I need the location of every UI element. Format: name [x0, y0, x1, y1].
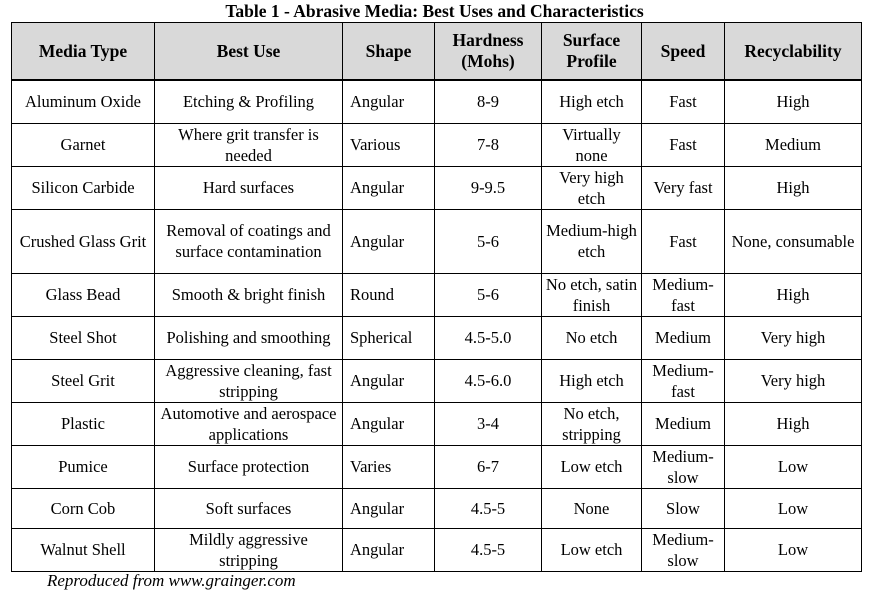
- cell-speed: Medium-slow: [641, 444, 725, 489]
- cell-shape: Angular: [342, 527, 435, 572]
- cell-speed: Medium: [641, 315, 725, 360]
- cell-hardness: 4.5-6.0: [434, 358, 542, 403]
- table-row: Steel Grit Aggressive cleaning, fast stri…: [11, 358, 862, 403]
- cell-media-type: Walnut Shell: [11, 527, 155, 572]
- header-recyclability: Recyclability: [724, 22, 862, 81]
- header-hardness: Hardness (Mohs): [434, 22, 542, 81]
- table-title: Table 1 - Abrasive Media: Best Uses and …: [225, 1, 644, 21]
- cell-hardness: 4.5-5: [434, 527, 542, 572]
- cell-surface-profile: No etch, satin finish: [541, 272, 642, 317]
- cell-best-use: Removal of coatings and surface contamin…: [154, 208, 343, 274]
- cell-recyclability: Very high: [724, 315, 862, 360]
- cell-hardness: 4.5-5.0: [434, 315, 542, 360]
- header-speed: Speed: [641, 22, 725, 81]
- cell-surface-profile: Low etch: [541, 527, 642, 572]
- cell-shape: Various: [342, 122, 435, 167]
- table-row: Walnut Shell Mildly aggressive stripping A…: [11, 527, 862, 572]
- cell-speed: Fast: [641, 208, 725, 274]
- cell-media-type: Corn Cob: [11, 487, 155, 529]
- cell-surface-profile: Low etch: [541, 444, 642, 489]
- cell-speed: Medium: [641, 401, 725, 446]
- cell-best-use: Automotive and aerospace applications: [154, 401, 343, 446]
- cell-surface-profile: Very high etch: [541, 165, 642, 210]
- cell-hardness: 3-4: [434, 401, 542, 446]
- cell-surface-profile: Medium-high etch: [541, 208, 642, 274]
- table-row: Crushed Glass Grit Removal of coatings an…: [11, 208, 862, 274]
- cell-shape: Spherical: [342, 315, 435, 360]
- cell-media-type: Aluminum Oxide: [11, 79, 155, 124]
- cell-surface-profile: Virtually none: [541, 122, 642, 167]
- cell-media-type: Glass Bead: [11, 272, 155, 317]
- cell-media-type: Silicon Carbide: [11, 165, 155, 210]
- cell-recyclability: High: [724, 401, 862, 446]
- cell-shape: Round: [342, 272, 435, 317]
- cell-speed: Medium-slow: [641, 527, 725, 572]
- cell-shape: Varies: [342, 444, 435, 489]
- cell-recyclability: High: [724, 79, 862, 124]
- cell-surface-profile: High etch: [541, 358, 642, 403]
- cell-media-type: Pumice: [11, 444, 155, 489]
- table-row: Aluminum Oxide Etching & Profiling Angular…: [11, 79, 862, 124]
- cell-best-use: Aggressive cleaning, fast stripping: [154, 358, 343, 403]
- cell-recyclability: High: [724, 272, 862, 317]
- cell-shape: Angular: [342, 79, 435, 124]
- cell-media-type: Steel Shot: [11, 315, 155, 360]
- header-row: Media Type Best Use Shape Hardness (Mohs…: [11, 22, 862, 81]
- cell-surface-profile: No etch, stripping: [541, 401, 642, 446]
- cell-shape: Angular: [342, 401, 435, 446]
- cell-best-use: Hard surfaces: [154, 165, 343, 210]
- table-row: Corn Cob Soft surfaces Angular 4.5-5 None Slo…: [11, 487, 862, 529]
- cell-recyclability: Low: [724, 487, 862, 529]
- cell-surface-profile: No etch: [541, 315, 642, 360]
- table-row: Steel Shot Polishing and smoothing Spheric…: [11, 315, 862, 360]
- cell-best-use: Mildly aggressive stripping: [154, 527, 343, 572]
- cell-speed: Medium-fast: [641, 358, 725, 403]
- source-footnote: Reproduced from www.grainger.com: [47, 571, 296, 590]
- cell-speed: Slow: [641, 487, 725, 529]
- header-best-use: Best Use: [154, 22, 343, 81]
- cell-recyclability: Very high: [724, 358, 862, 403]
- table-row: Garnet Where grit transfer is needed Vario…: [11, 122, 862, 167]
- cell-hardness: 8-9: [434, 79, 542, 124]
- cell-shape: Angular: [342, 358, 435, 403]
- cell-shape: Angular: [342, 208, 435, 274]
- table-row: Silicon Carbide Hard surfaces Angular 9-9.5…: [11, 165, 862, 210]
- cell-recyclability: Low: [724, 444, 862, 489]
- cell-hardness: 5-6: [434, 208, 542, 274]
- cell-speed: Fast: [641, 79, 725, 124]
- cell-best-use: Smooth & bright finish: [154, 272, 343, 317]
- cell-hardness: 6-7: [434, 444, 542, 489]
- cell-best-use: Surface protection: [154, 444, 343, 489]
- cell-media-type: Crushed Glass Grit: [11, 208, 155, 274]
- table-row: Pumice Surface protection Varies 6-7 Low etc…: [11, 444, 862, 489]
- cell-best-use: Soft surfaces: [154, 487, 343, 529]
- abrasive-media-table: Media Type Best Use Shape Hardness (Mohs…: [11, 22, 862, 572]
- cell-speed: Very fast: [641, 165, 725, 210]
- cell-surface-profile: None: [541, 487, 642, 529]
- table-row: Glass Bead Smooth & bright finish Round 5-6…: [11, 272, 862, 317]
- cell-media-type: Garnet: [11, 122, 155, 167]
- cell-media-type: Plastic: [11, 401, 155, 446]
- cell-speed: Medium-fast: [641, 272, 725, 317]
- cell-best-use: Polishing and smoothing: [154, 315, 343, 360]
- cell-surface-profile: High etch: [541, 79, 642, 124]
- cell-hardness: 5-6: [434, 272, 542, 317]
- cell-recyclability: High: [724, 165, 862, 210]
- cell-hardness: 7-8: [434, 122, 542, 167]
- header-surface-profile: Surface Profile: [541, 22, 642, 81]
- cell-media-type: Steel Grit: [11, 358, 155, 403]
- cell-best-use: Where grit transfer is needed: [154, 122, 343, 167]
- cell-recyclability: Low: [724, 527, 862, 572]
- header-media-type: Media Type: [11, 22, 155, 81]
- cell-shape: Angular: [342, 487, 435, 529]
- cell-recyclability: None, consumable: [724, 208, 862, 274]
- cell-best-use: Etching & Profiling: [154, 79, 343, 124]
- cell-hardness: 9-9.5: [434, 165, 542, 210]
- cell-recyclability: Medium: [724, 122, 862, 167]
- table-row: Plastic Automotive and aerospace applicat…: [11, 401, 862, 446]
- cell-hardness: 4.5-5: [434, 487, 542, 529]
- cell-speed: Fast: [641, 122, 725, 167]
- header-shape: Shape: [342, 22, 435, 81]
- cell-shape: Angular: [342, 165, 435, 210]
